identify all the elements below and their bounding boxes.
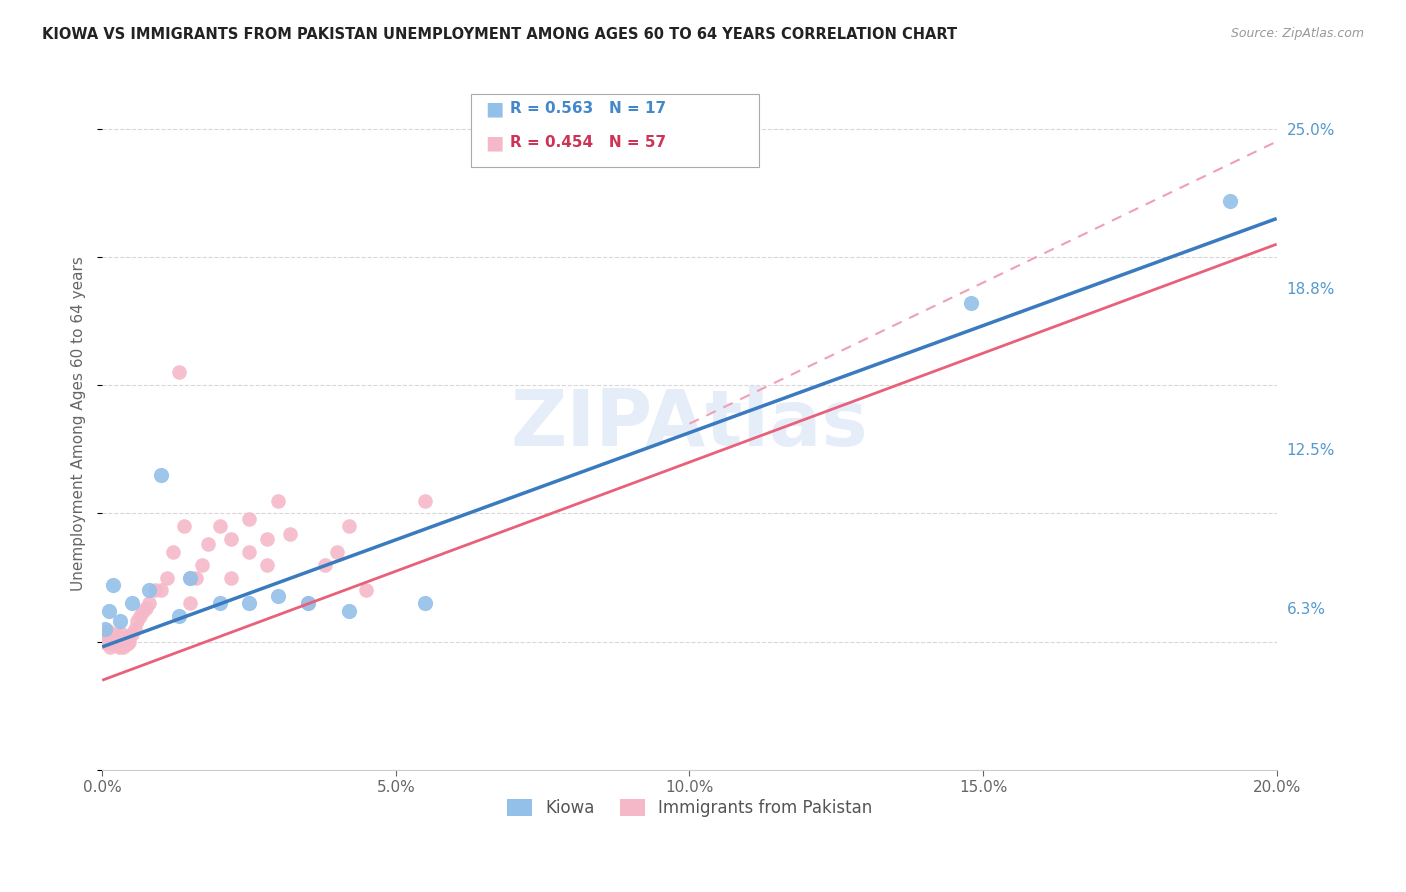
Point: [98, 604, 121, 618]
Point: [138, 583, 160, 598]
Point: [143, 583, 166, 598]
Point: [337, 519, 360, 533]
Point: [114, 634, 136, 648]
Point: [186, 571, 208, 585]
Point: [326, 545, 349, 559]
Point: [960, 296, 983, 310]
Point: [1219, 194, 1241, 208]
Point: [93, 634, 115, 648]
Point: [297, 596, 319, 610]
Y-axis label: Unemployment Among Ages 60 to 64 years: Unemployment Among Ages 60 to 64 years: [72, 256, 86, 591]
Point: [112, 640, 135, 654]
Point: [149, 583, 172, 598]
Point: [115, 637, 138, 651]
Point: [179, 571, 201, 585]
Point: [104, 634, 127, 648]
Point: [100, 632, 122, 647]
Point: [156, 571, 179, 585]
Point: [267, 589, 290, 603]
Text: ■: ■: [485, 133, 503, 153]
Text: KIOWA VS IMMIGRANTS FROM PAKISTAN UNEMPLOYMENT AMONG AGES 60 TO 64 YEARS CORRELA: KIOWA VS IMMIGRANTS FROM PAKISTAN UNEMPL…: [42, 27, 957, 42]
Point: [208, 519, 231, 533]
Point: [108, 614, 131, 628]
Text: ■: ■: [485, 99, 503, 119]
Point: [121, 627, 143, 641]
Point: [162, 545, 184, 559]
Point: [107, 640, 129, 654]
Point: [105, 627, 128, 641]
Point: [103, 630, 125, 644]
Point: [179, 596, 201, 610]
Point: [238, 545, 260, 559]
Point: [314, 558, 336, 572]
Point: [337, 604, 360, 618]
Point: [97, 624, 120, 639]
Point: [118, 634, 141, 648]
Point: [93, 634, 115, 648]
Point: [278, 527, 301, 541]
Point: [107, 634, 129, 648]
Point: [135, 601, 157, 615]
Point: [111, 627, 134, 641]
Point: [221, 532, 243, 546]
Point: [238, 511, 260, 525]
Point: [100, 640, 122, 654]
Text: ZIPAtlas: ZIPAtlas: [510, 385, 869, 462]
Point: [121, 596, 143, 610]
Point: [97, 627, 120, 641]
Point: [138, 596, 160, 610]
Text: Source: ZipAtlas.com: Source: ZipAtlas.com: [1230, 27, 1364, 40]
Text: R = 0.454   N = 57: R = 0.454 N = 57: [510, 136, 666, 150]
Point: [179, 571, 201, 585]
Point: [96, 632, 118, 647]
Point: [132, 604, 155, 618]
Point: [94, 622, 117, 636]
Point: [191, 558, 214, 572]
Point: [197, 537, 219, 551]
Point: [114, 632, 136, 647]
Point: [267, 493, 290, 508]
Point: [208, 596, 231, 610]
Point: [101, 637, 124, 651]
Point: [167, 366, 190, 380]
Point: [110, 632, 132, 647]
Point: [124, 622, 146, 636]
Point: [297, 596, 319, 610]
Point: [167, 609, 190, 624]
Point: [108, 634, 131, 648]
Point: [256, 558, 278, 572]
Point: [101, 578, 124, 592]
Point: [129, 609, 152, 624]
Legend: Kiowa, Immigrants from Pakistan: Kiowa, Immigrants from Pakistan: [501, 792, 879, 824]
Point: [117, 630, 139, 644]
Point: [173, 519, 195, 533]
Point: [413, 596, 436, 610]
Text: R = 0.563   N = 17: R = 0.563 N = 17: [510, 102, 666, 116]
Point: [356, 583, 378, 598]
Point: [149, 468, 172, 483]
Point: [413, 493, 436, 508]
Point: [221, 571, 243, 585]
Point: [256, 532, 278, 546]
Point: [98, 634, 121, 648]
Point: [127, 614, 149, 628]
Point: [94, 630, 117, 644]
Point: [238, 596, 260, 610]
